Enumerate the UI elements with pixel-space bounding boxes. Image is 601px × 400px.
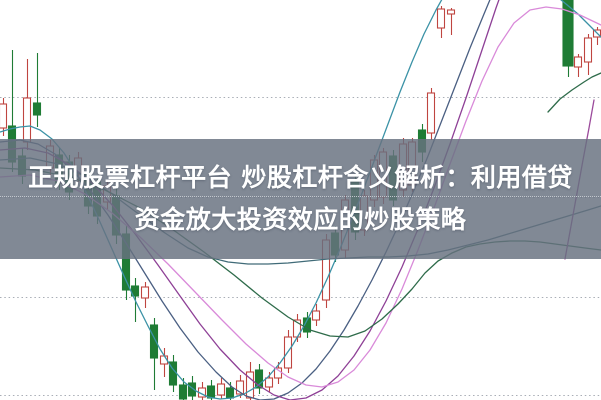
banner-title-line2: 资金放大投资效应的炒股策略 xyxy=(134,205,467,234)
watermark-banner: 正规股票杠杆平台 炒股杠杆含义解析：利用借贷 资金放大投资效应的炒股策略 xyxy=(0,139,601,259)
banner-title-line1: 正规股票杠杆平台 炒股杠杆含义解析：利用借贷 xyxy=(28,163,573,192)
gridline-over-banner xyxy=(0,196,601,197)
